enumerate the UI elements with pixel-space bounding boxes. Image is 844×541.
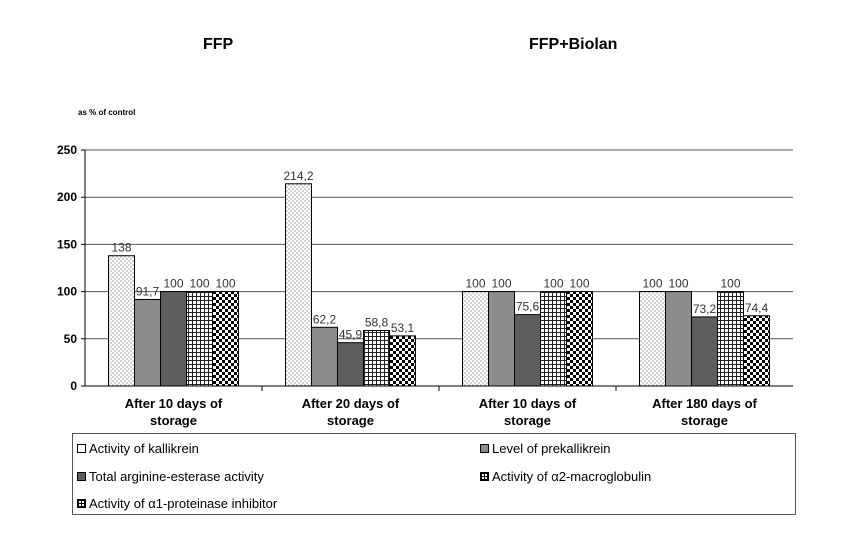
legend-swatch-prekallikrein xyxy=(480,444,489,453)
legend-label-prekallikrein: Level of prekallikrein xyxy=(492,441,611,456)
x-category-label: storage xyxy=(327,413,374,428)
legend-item-kallikrein: Activity of kallikrein xyxy=(77,441,199,456)
data-label-2-3: 100 xyxy=(543,277,563,291)
data-label-2-1: 100 xyxy=(491,277,511,291)
data-label-0-3: 100 xyxy=(189,277,209,291)
y-tick-label: 250 xyxy=(57,143,77,157)
x-category-label: storage xyxy=(681,413,728,428)
data-label-0-1: 91,7 xyxy=(136,284,160,298)
data-label-2-0: 100 xyxy=(465,277,485,291)
data-label-1-2: 45,9 xyxy=(339,328,363,342)
legend-swatch-kallikrein xyxy=(77,444,86,453)
bar-2-4 xyxy=(566,291,593,387)
data-label-3-3: 100 xyxy=(720,277,740,291)
y-tick-label: 0 xyxy=(70,379,77,393)
legend-item-a2-macroglobulin: Activity of α2-macroglobulin xyxy=(480,469,651,484)
data-label-1-4: 53,1 xyxy=(391,321,415,335)
bar-2-0 xyxy=(462,291,489,387)
x-category-label: storage xyxy=(150,413,197,428)
bar-2-3 xyxy=(540,291,567,387)
x-category-label: After 180 days of xyxy=(652,396,757,411)
bar-0-3 xyxy=(186,291,213,387)
legend-swatch-a2-macroglobulin xyxy=(480,472,489,481)
data-label-2-2: 75,6 xyxy=(516,300,540,314)
bar-1-1 xyxy=(311,326,338,387)
data-label-3-0: 100 xyxy=(642,277,662,291)
bar-2-1 xyxy=(488,291,515,387)
x-category-label: After 10 days of xyxy=(125,396,223,411)
legend-item-a1-proteinase-inhibitor: Activity of α1-proteinase inhibitor xyxy=(77,496,277,511)
bar-2-2 xyxy=(514,314,541,387)
legend-item-prekallikrein: Level of prekallikrein xyxy=(480,441,611,456)
legend-label-kallikrein: Activity of kallikrein xyxy=(89,441,199,456)
legend-label-arginine-esterase: Total arginine-esterase activity xyxy=(89,469,264,484)
y-tick-label: 100 xyxy=(57,285,77,299)
legend-item-arginine-esterase: Total arginine-esterase activity xyxy=(77,469,264,484)
data-label-3-2: 73,2 xyxy=(693,302,717,316)
bar-0-4 xyxy=(212,291,239,387)
legend-swatch-a1-proteinase-inhibitor xyxy=(77,499,86,508)
bar-3-3 xyxy=(717,291,744,387)
group-title-ffp: FFP xyxy=(203,36,234,53)
bar-1-0 xyxy=(285,183,312,387)
bar-0-1 xyxy=(134,298,161,387)
legend-label-a1-proteinase-inhibitor: Activity of α1-proteinase inhibitor xyxy=(89,496,278,511)
bar-3-4 xyxy=(743,315,770,387)
legend: Activity of kallikrein Level of prekalli… xyxy=(72,433,796,515)
x-category-label: After 20 days of xyxy=(302,396,400,411)
data-label-2-4: 100 xyxy=(569,277,589,291)
data-label-1-0: 214,2 xyxy=(283,169,313,183)
data-label-0-4: 100 xyxy=(215,277,235,291)
data-label-1-1: 62,2 xyxy=(313,312,337,326)
data-label-0-2: 100 xyxy=(163,277,183,291)
bar-3-0 xyxy=(639,291,666,387)
data-label-0-0: 138 xyxy=(111,241,131,255)
bar-1-4 xyxy=(389,335,416,387)
legend-label-a2-macroglobulin: Activity of α2-macroglobulin xyxy=(492,469,652,484)
legend-swatch-arginine-esterase xyxy=(77,472,86,481)
y-axis-unit-label: as % of control xyxy=(78,108,136,117)
group-title-ffp-biolan: FFP+Biolan xyxy=(529,36,618,53)
bar-3-2 xyxy=(691,316,718,387)
x-category-label: storage xyxy=(504,413,551,428)
data-label-1-3: 58,8 xyxy=(365,315,389,329)
bar-0-2 xyxy=(160,291,187,387)
bar-1-2 xyxy=(337,342,364,387)
y-tick-label: 200 xyxy=(57,190,77,204)
bar-1-3 xyxy=(363,329,390,387)
y-tick-label: 50 xyxy=(64,332,78,346)
bar-0-0 xyxy=(108,255,135,387)
bar-3-1 xyxy=(665,291,692,387)
data-label-3-4: 74,4 xyxy=(745,301,769,315)
x-category-label: After 10 days of xyxy=(479,396,577,411)
y-tick-label: 150 xyxy=(57,237,77,251)
data-label-3-1: 100 xyxy=(668,277,688,291)
